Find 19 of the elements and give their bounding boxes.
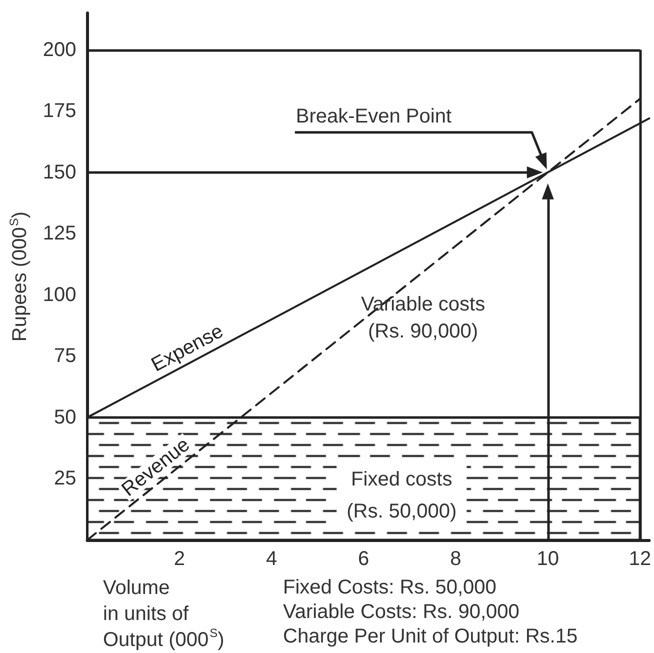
y-tick-label: 100 <box>42 284 76 306</box>
text: Fixed Costs: Rs. 50,000 Variable Costs: Rs. 90,000 Charge Per Unit of Output: Rs.15 <box>283 576 578 648</box>
x-tick-label: 8 <box>450 548 462 570</box>
band-label: Fixed costs (Rs. 50,000) <box>346 468 457 523</box>
y-tick-label: 125 <box>42 222 76 245</box>
x-tick-label: 4 <box>266 548 278 570</box>
x-tick-label: 2 <box>174 548 185 570</box>
y-tick-label: 50 <box>54 406 76 428</box>
y-tick-label: 75 <box>54 345 76 368</box>
x-tick-label: 6 <box>358 548 370 570</box>
y-axis-title: Rupees (000S) <box>7 211 31 342</box>
y-tick-label: 150 <box>42 161 76 184</box>
x-tick-label: 10 <box>536 548 559 570</box>
y-tick-label: 175 <box>42 100 76 122</box>
annotation: Break-Even Point <box>296 105 452 128</box>
x-tick-label: 12 <box>628 548 652 570</box>
y-tick-label: 25 <box>54 468 76 490</box>
annotation: Variable costs (Rs. 90,000) <box>360 294 486 342</box>
y-tick-label: 200 <box>42 38 76 61</box>
